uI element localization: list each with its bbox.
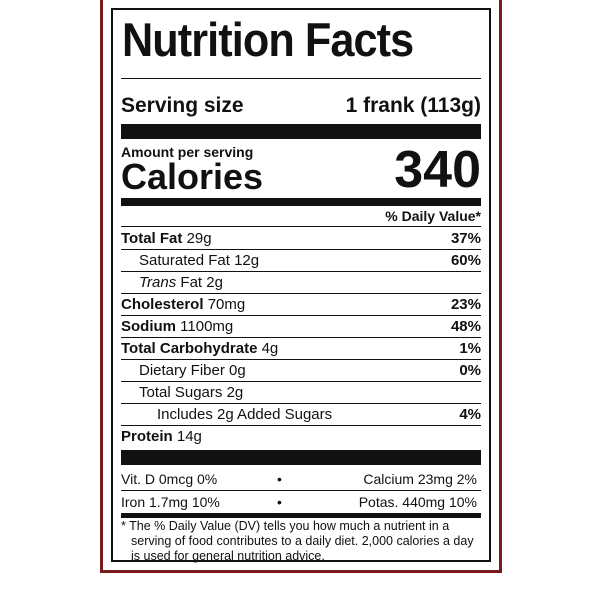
rule [121,78,481,79]
nutrient-row: Dietary Fiber 0g 0% [121,360,481,382]
nutrient-dv: 23% [450,296,481,313]
nutrient-row: Total Sugars 2g [121,382,481,404]
nutrient-name: Saturated Fat [139,252,230,269]
nutrient-row: Cholesterol 70mg 23% [121,294,481,316]
nutrient-name: Total Fat [121,230,183,247]
vitamin-left: Iron 1.7mg 10% [121,494,220,510]
nutrient-row: Saturated Fat 12g 60% [121,250,481,272]
serving-value: 1 frank (113g) [345,94,481,117]
nutrient-amount: 2g [206,274,223,291]
thick-rule [121,450,481,465]
vitamin-row: Iron 1.7mg 10% • Potas. 440mg 10% [121,491,481,513]
title: Nutrition Facts [122,13,414,66]
separator: • [277,471,282,487]
nutrient-dv: 1% [459,340,481,357]
nutrient-dv: 4% [459,406,481,423]
medium-rule [121,513,481,518]
footnote: * The % Daily Value (DV) tells you how m… [121,519,481,564]
vitamin-right: Potas. 440mg 10% [358,494,477,510]
nutrient-amount: 70mg [207,296,246,313]
nutrient-amount: 4g [261,340,279,357]
calories-label: Calories [121,156,264,197]
separator: • [277,494,282,510]
nutrient-dv: 60% [450,252,481,269]
amount-label: Amount per serving [121,144,254,160]
nutrient-row: Sodium 1100mg 48% [121,316,481,338]
nutrient-name: Includes 2g Added Sugars [157,406,333,423]
nutrient-dv: 0% [459,362,481,379]
nutrient-dv: 48% [450,318,481,335]
calories-value: 340 [394,141,481,199]
footnote-line: is used for general nutrition advice. [131,549,325,563]
thick-rule [121,124,481,139]
vitamin-right: Calcium 23mg 2% [363,471,477,487]
nutrient-amount: 14g [176,428,202,445]
nutrient-name: Sodium [121,318,176,335]
rule [121,226,481,227]
nutrient-amount: 1100mg [180,318,234,335]
nutrient-amount: 29g [186,230,212,247]
label: Nutrition Facts Serving size 1 frank (11… [111,8,491,564]
nutrient-dv: 37% [450,230,481,247]
nutrient-name: Protein [121,428,173,445]
vitamin-left: Vit. D 0mcg 0% [121,471,218,487]
dv-header: % Daily Value* [385,208,481,224]
nutrient-row: Total Fat 29g 37% [121,228,481,250]
nutrient-name: Fat [180,274,203,291]
nutrient-amount: 0g [229,362,246,379]
nutrient-name: Dietary Fiber [139,362,225,379]
nutrient-row: Includes 2g Added Sugars 4% [121,404,481,426]
label-frame: Nutrition Facts Serving size 1 frank (11… [100,0,502,573]
footnote-line: serving of food contributes to a daily d… [131,534,474,548]
nutrient-row: Total Carbohydrate 4g 1% [121,338,481,360]
nutrient-amount: 12g [234,252,260,269]
serving-label: Serving size [121,94,244,117]
nutrient-row: Trans Fat 2g [121,272,481,294]
nutrient-row: Protein 14g [121,426,481,447]
nutrient-name: Total Sugars [139,384,223,401]
nutrient-name: Cholesterol [121,296,204,313]
nutrient-name-italic: Trans [139,274,177,291]
medium-rule [121,198,481,206]
vitamin-row: Vit. D 0mcg 0% • Calcium 23mg 2% [121,468,481,491]
nutrient-name: Total Carbohydrate [121,340,258,357]
nutrient-amount: 2g [226,384,244,401]
footnote-line: * The % Daily Value (DV) tells you how m… [121,519,450,533]
